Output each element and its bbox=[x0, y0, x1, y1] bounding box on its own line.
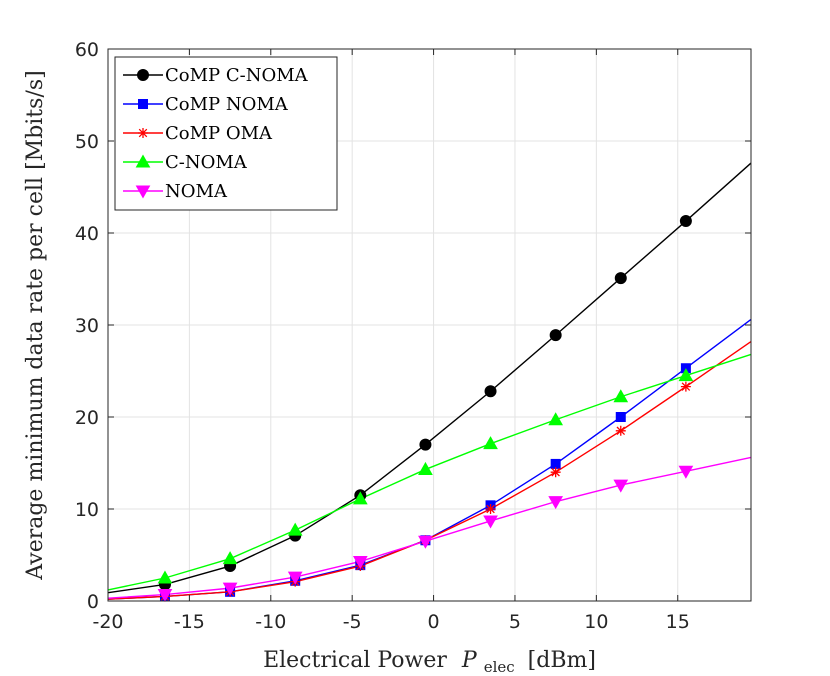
grid bbox=[107, 48, 751, 602]
data-point bbox=[614, 272, 627, 285]
legend-marker bbox=[135, 154, 151, 168]
series-markers-noma bbox=[157, 465, 694, 603]
data-point bbox=[550, 458, 561, 469]
x-axis-label-subscript: elec bbox=[484, 658, 515, 676]
data-point bbox=[550, 467, 561, 478]
data-point bbox=[418, 535, 433, 549]
x-tick-label: 10 bbox=[584, 611, 608, 633]
data-point bbox=[222, 582, 238, 596]
legend-label: CoMP C-NOMA bbox=[165, 65, 309, 86]
data-point bbox=[613, 389, 629, 403]
x-tick-label: 15 bbox=[666, 611, 690, 633]
x-tick-label: -5 bbox=[343, 611, 362, 633]
x-tick-label: -10 bbox=[255, 611, 286, 633]
data-point bbox=[352, 491, 368, 505]
data-point bbox=[287, 571, 303, 585]
x-axis-label-symbol: P bbox=[461, 648, 478, 673]
data-point bbox=[680, 381, 691, 392]
x-axis-label-unit: [dBm] bbox=[528, 648, 596, 673]
series-markers-c-noma bbox=[157, 368, 694, 584]
data-point bbox=[548, 496, 564, 510]
legend-label: CoMP OMA bbox=[165, 123, 273, 144]
series-lines bbox=[107, 162, 752, 600]
data-point bbox=[679, 215, 692, 228]
x-axis-label: Electrical Power P elec [dBm] bbox=[263, 648, 596, 676]
legend-item: C-NOMA bbox=[123, 152, 248, 173]
legend-marker bbox=[135, 185, 151, 199]
x-tick-label: -20 bbox=[92, 611, 123, 633]
legend-label: CoMP NOMA bbox=[165, 94, 289, 115]
data-point bbox=[157, 589, 173, 603]
series-markers bbox=[157, 215, 694, 603]
series-line-comp-noma bbox=[107, 318, 752, 600]
y-axis-ticks: 0 10 20 30 40 50 60 bbox=[75, 39, 751, 613]
data-point bbox=[222, 551, 238, 565]
data-point bbox=[549, 329, 562, 342]
data-point bbox=[418, 461, 433, 475]
x-axis-ticks: -20 -15 -10 -5 0 5 10 15 bbox=[92, 49, 690, 633]
data-point bbox=[287, 522, 303, 536]
y-tick-label: 30 bbox=[75, 315, 99, 337]
legend-item: NOMA bbox=[123, 181, 228, 202]
y-tick-label: 10 bbox=[75, 499, 99, 521]
y-tick-label: 50 bbox=[75, 131, 99, 153]
data-point bbox=[485, 504, 496, 514]
data-point bbox=[615, 425, 626, 436]
data-point bbox=[352, 555, 368, 569]
legend-marker bbox=[138, 128, 148, 138]
y-tick-label: 20 bbox=[75, 407, 99, 429]
data-point bbox=[678, 465, 694, 479]
data-point bbox=[548, 412, 564, 426]
x-tick-label: 0 bbox=[428, 611, 440, 633]
series-markers-comp-oma bbox=[159, 381, 691, 602]
legend-item: CoMP NOMA bbox=[123, 94, 289, 115]
data-point bbox=[419, 438, 432, 451]
data-point bbox=[157, 570, 173, 584]
series-markers-comp-c-noma bbox=[158, 215, 692, 591]
data-point bbox=[483, 515, 498, 529]
legend-label: C-NOMA bbox=[165, 152, 248, 173]
x-tick-label: -15 bbox=[174, 611, 205, 633]
y-tick-label: 0 bbox=[87, 591, 99, 613]
data-point bbox=[483, 436, 498, 450]
legend-marker bbox=[138, 99, 148, 109]
data-point bbox=[615, 412, 626, 422]
x-tick-label: 5 bbox=[509, 611, 521, 633]
data-point bbox=[484, 385, 497, 398]
y-tick-label: 40 bbox=[75, 223, 99, 245]
data-point bbox=[613, 479, 629, 493]
series-line-comp-c-noma bbox=[107, 162, 752, 594]
data-point bbox=[678, 368, 694, 382]
series-markers-comp-noma bbox=[159, 363, 691, 602]
series-line-noma bbox=[107, 456, 752, 599]
legend-item: CoMP C-NOMA bbox=[123, 65, 309, 86]
legend-item: CoMP OMA bbox=[123, 123, 273, 144]
legend: CoMP C-NOMA CoMP NOMA CoMP OMA C-NOMA NOMA bbox=[114, 56, 338, 211]
x-axis-label-text: Electrical Power bbox=[263, 648, 447, 673]
legend-marker bbox=[137, 69, 149, 81]
y-axis-label: Average minimum data rate per cell [Mbit… bbox=[23, 70, 48, 580]
y-tick-label: 60 bbox=[75, 39, 99, 61]
legend-label: NOMA bbox=[165, 181, 228, 202]
